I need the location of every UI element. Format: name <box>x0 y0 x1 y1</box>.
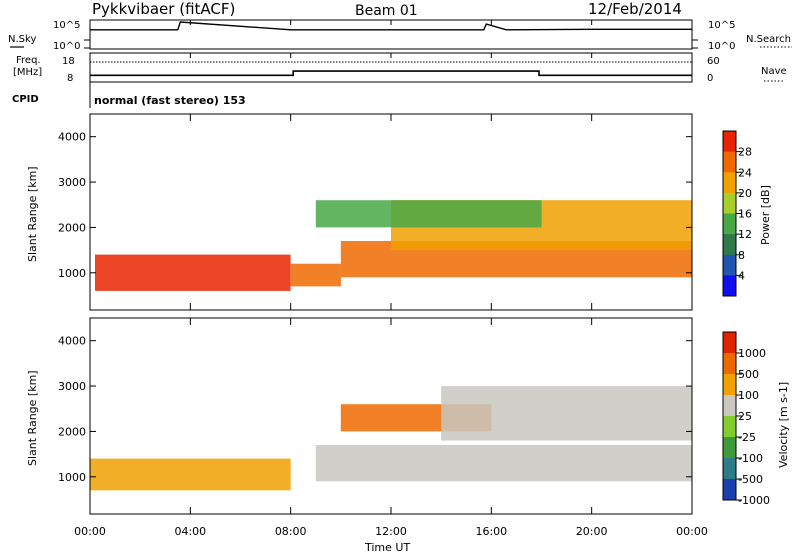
cpid-text: normal (fast stereo) 153 <box>94 94 246 107</box>
time-tick-6: 00:00 <box>676 525 708 538</box>
vel-ticks-label-0: 1000 <box>58 471 86 484</box>
vel-cbar-tick-1: 500 <box>738 368 759 381</box>
noise-left-tick-bottom: 10^0 <box>53 41 80 52</box>
velocity-colorbar: 1000 500 100 25 -25 -100 -500 -1000 <box>722 331 770 507</box>
power-ticks-label-1: 2000 <box>58 221 86 234</box>
velocity-band-1 <box>315 445 692 482</box>
power-cbar-swatch-5 <box>723 234 736 256</box>
freq-panel: Freq. [MHz] 18 8 60 0 Nave CPID normal (… <box>12 52 787 108</box>
power-cbar-swatch-1 <box>723 151 736 173</box>
noise-right-tick-top: 10^5 <box>708 20 735 31</box>
power-ticks-label-2: 3000 <box>58 176 86 189</box>
power-colorbar: 4 8 12 16 20 24 28 <box>722 130 752 297</box>
beam-label: Beam 01 <box>355 3 418 19</box>
vel-cbar-swatch-7 <box>723 479 736 501</box>
vel-ticks-label-3: 4000 <box>58 335 86 348</box>
velocity-heatmap <box>90 386 692 491</box>
power-cbar-tick-5: 24 <box>738 166 752 179</box>
time-tick-5: 20:00 <box>576 525 608 538</box>
vel-cbar-swatch-3 <box>723 395 736 417</box>
vel-cbar-tick-5: -100 <box>738 452 763 465</box>
freq-tick-bottom: 8 <box>67 73 73 84</box>
vel-cbar-swatch-1 <box>723 353 736 375</box>
power-cbar-tick-3: 16 <box>738 208 752 221</box>
title: Pykkvibaer (fitACF) <box>92 0 235 18</box>
power-cbar-swatch-7 <box>723 275 736 297</box>
power-range-label: Slant Range [km] <box>26 166 39 262</box>
vel-cbar-swatch-4 <box>723 416 736 438</box>
power-band-4 <box>315 200 542 228</box>
vel-ticks-label-1: 2000 <box>58 425 86 438</box>
velocity-colorbar-label: Velocity [m s-1] <box>777 382 790 468</box>
nave-tick-bottom: 0 <box>707 73 713 84</box>
nave-label: Nave <box>761 66 787 77</box>
freq-tick-top: 18 <box>62 56 75 67</box>
velocity-panel: 1000 2000 3000 4000 Slant Range [km] 1000 50… <box>26 317 790 515</box>
vel-cbar-tick-7: -1000 <box>738 494 770 507</box>
vel-cbar-swatch-5 <box>723 437 736 459</box>
freq-unit-label: [MHz] <box>13 67 42 78</box>
power-heatmap <box>95 200 692 291</box>
power-cbar-tick-1: 8 <box>738 249 745 262</box>
power-cbar-tick-6: 28 <box>738 146 752 159</box>
power-cbar-tick-0: 4 <box>738 269 745 282</box>
vel-cbar-tick-4: -25 <box>738 431 756 444</box>
time-tick-3: 12:00 <box>375 525 407 538</box>
time-axis-label: Time UT <box>364 541 410 554</box>
nsky-label: N.Sky <box>8 34 36 45</box>
freq-label: Freq. <box>16 55 41 66</box>
power-cbar-swatch-0 <box>723 131 736 153</box>
noise-right-tick-bottom: 10^0 <box>708 41 735 52</box>
vel-cbar-tick-3: 25 <box>738 410 752 423</box>
power-band-1 <box>290 263 341 287</box>
vel-cbar-swatch-2 <box>723 374 736 396</box>
power-cbar-swatch-2 <box>723 172 736 194</box>
power-cbar-swatch-4 <box>723 213 736 235</box>
velocity-band-0 <box>90 458 291 491</box>
noise-left-tick-top: 10^5 <box>53 20 80 31</box>
velocity-range-label: Slant Range [km] <box>26 370 39 466</box>
cpid-label: CPID <box>12 94 39 105</box>
nave-tick-top: 60 <box>707 56 720 67</box>
power-cbar-tick-4: 20 <box>738 187 752 200</box>
time-tick-4: 16:00 <box>475 525 507 538</box>
vel-ticks-label-2: 3000 <box>58 380 86 393</box>
nsearch-label: N.Search <box>746 34 791 45</box>
power-ticks-label-3: 4000 <box>58 131 86 144</box>
time-axis: 00:00 04:00 08:00 12:00 16:00 20:00 00:00 <box>74 20 708 538</box>
power-band-0 <box>95 254 291 291</box>
time-tick-1: 04:00 <box>174 525 206 538</box>
vel-cbar-tick-0: 1000 <box>738 347 766 360</box>
power-colorbar-label: Power [dB] <box>759 185 772 245</box>
date-label: 12/Feb/2014 <box>588 0 682 18</box>
vel-cbar-swatch-0 <box>723 332 736 354</box>
power-cbar-swatch-6 <box>723 254 736 276</box>
vel-cbar-tick-6: -500 <box>738 473 763 486</box>
time-tick-0: 00:00 <box>74 525 106 538</box>
freq-line <box>90 70 692 77</box>
vel-cbar-tick-2: 100 <box>738 389 759 402</box>
noise-panel: N.Sky 10^5 10^0 10^5 10^0 N.Search <box>8 19 792 52</box>
power-cbar-tick-2: 12 <box>738 228 752 241</box>
power-panel: 1000 2000 3000 4000 Slant Range [km] 4 8 12 16… <box>26 113 772 311</box>
time-tick-2: 08:00 <box>275 525 307 538</box>
power-ticks-label-0: 1000 <box>58 267 86 280</box>
vel-cbar-swatch-6 <box>723 458 736 480</box>
noise-sky-line <box>90 21 692 31</box>
power-cbar-swatch-3 <box>723 192 736 214</box>
velocity-band-3 <box>441 386 692 441</box>
